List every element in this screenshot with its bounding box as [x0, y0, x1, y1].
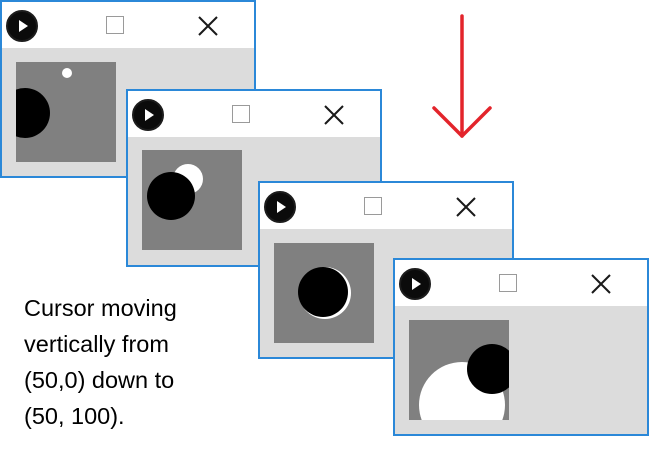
black-circle	[298, 267, 348, 317]
sketch-canvas[interactable]	[409, 320, 509, 420]
sketch-canvas[interactable]	[274, 243, 374, 343]
close-icon[interactable]	[322, 103, 346, 127]
title-bar	[128, 91, 380, 137]
play-icon[interactable]	[132, 99, 164, 131]
black-circle	[16, 88, 50, 138]
title-bar	[395, 260, 647, 306]
app-window-4	[393, 258, 649, 436]
caption-line: vertically from	[24, 331, 169, 357]
maximize-icon[interactable]	[364, 197, 382, 215]
arrow-down-icon	[432, 14, 492, 138]
play-icon[interactable]	[399, 268, 431, 300]
caption-line: (50, 100).	[24, 403, 125, 429]
sketch-canvas[interactable]	[16, 62, 116, 162]
cursor-dot	[62, 68, 72, 78]
close-icon[interactable]	[454, 195, 478, 219]
caption-line: (50,0) down to	[24, 367, 175, 393]
caption: Cursor moving vertically from (50,0) dow…	[24, 290, 274, 434]
close-icon[interactable]	[196, 14, 220, 38]
title-bar	[2, 2, 254, 48]
black-circle	[147, 172, 195, 220]
maximize-icon[interactable]	[499, 274, 517, 292]
caption-line: Cursor moving	[24, 295, 177, 321]
title-bar	[260, 183, 512, 229]
black-circle	[467, 344, 509, 394]
maximize-icon[interactable]	[106, 16, 124, 34]
sketch-canvas[interactable]	[142, 150, 242, 250]
close-icon[interactable]	[589, 272, 613, 296]
maximize-icon[interactable]	[232, 105, 250, 123]
play-icon[interactable]	[264, 191, 296, 223]
play-icon[interactable]	[6, 10, 38, 42]
